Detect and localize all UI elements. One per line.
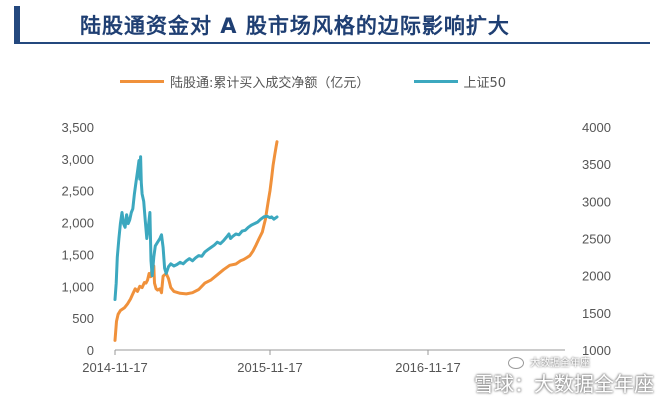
y-right-tick-label: 3500	[582, 157, 611, 172]
y-left-tick-label: 500	[72, 311, 94, 326]
y-left-tick-label: 1,500	[61, 247, 94, 262]
series-line-2	[113, 155, 279, 301]
y-left-tick-label: 2,500	[61, 184, 94, 199]
legend-label-series-2: 上证50	[463, 76, 507, 91]
legend-item-series-1: 陆股通:累计买入成交净额（亿元）	[120, 72, 369, 91]
page-title: 陆股通资金对 A 股市场风格的边际影响扩大	[80, 14, 510, 38]
title-accent-bar	[14, 6, 20, 42]
legend-label-series-1: 陆股通:累计买入成交净额（亿元）	[170, 76, 370, 91]
y-right-tick-label: 2500	[582, 232, 611, 247]
y-left-tick-label: 1,000	[61, 279, 94, 294]
watermark-text: 雪球：大数据全年座	[474, 372, 654, 396]
legend-item-series-2: 上证50	[413, 72, 507, 91]
y-left-tick-label: 2,000	[61, 216, 94, 231]
y-right-tick-label: 4000	[582, 120, 611, 135]
y-left-tick-label: 3,500	[61, 120, 94, 135]
series-line-1	[113, 140, 279, 342]
y-left-tick-label: 0	[87, 343, 94, 358]
x-tick-label: 2014-11-17	[82, 360, 148, 375]
y-left-tick-label: 3,000	[61, 152, 94, 167]
watermark-logo-icon	[508, 357, 524, 369]
chart-legend: 陆股通:累计买入成交净额（亿元） 上证50	[120, 72, 546, 91]
legend-swatch-series-1	[120, 80, 164, 83]
y-right-tick-label: 2000	[582, 269, 611, 284]
watermark-sub-text: 大数据全年座	[530, 358, 590, 369]
legend-swatch-series-2	[413, 80, 458, 83]
y-right-tick-label: 1500	[582, 306, 611, 321]
title-divider	[14, 42, 650, 44]
x-tick-label: 2016-11-17	[395, 360, 461, 375]
y-right-tick-label: 1000	[582, 343, 611, 358]
x-tick-label: 2015-11-17	[237, 360, 303, 375]
y-right-tick-label: 3000	[582, 194, 611, 209]
